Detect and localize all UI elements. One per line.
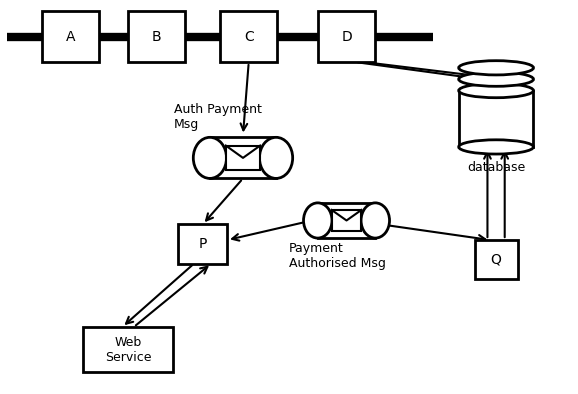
FancyBboxPatch shape bbox=[42, 11, 99, 62]
Ellipse shape bbox=[361, 203, 390, 238]
Ellipse shape bbox=[459, 84, 533, 98]
Text: B: B bbox=[152, 30, 161, 44]
Text: D: D bbox=[341, 30, 352, 44]
Text: C: C bbox=[244, 30, 254, 44]
Text: Web
Service: Web Service bbox=[105, 336, 151, 364]
Ellipse shape bbox=[193, 138, 227, 178]
FancyBboxPatch shape bbox=[318, 11, 375, 62]
Ellipse shape bbox=[459, 140, 533, 154]
Text: P: P bbox=[198, 237, 207, 251]
Ellipse shape bbox=[260, 138, 292, 178]
FancyBboxPatch shape bbox=[475, 240, 518, 279]
Ellipse shape bbox=[459, 61, 533, 75]
FancyBboxPatch shape bbox=[83, 327, 172, 372]
Text: Payment
Authorised Msg: Payment Authorised Msg bbox=[289, 242, 386, 270]
Text: A: A bbox=[66, 30, 75, 44]
FancyBboxPatch shape bbox=[178, 225, 227, 264]
FancyBboxPatch shape bbox=[128, 11, 186, 62]
Bar bbox=[332, 210, 361, 231]
Text: database: database bbox=[467, 161, 525, 174]
Bar bbox=[318, 203, 375, 238]
Ellipse shape bbox=[303, 203, 332, 238]
Bar bbox=[210, 138, 276, 178]
Text: Auth Payment
Msg: Auth Payment Msg bbox=[174, 103, 262, 131]
Text: Q: Q bbox=[491, 253, 502, 267]
Ellipse shape bbox=[459, 72, 533, 86]
Bar bbox=[226, 145, 260, 170]
FancyBboxPatch shape bbox=[220, 11, 277, 62]
